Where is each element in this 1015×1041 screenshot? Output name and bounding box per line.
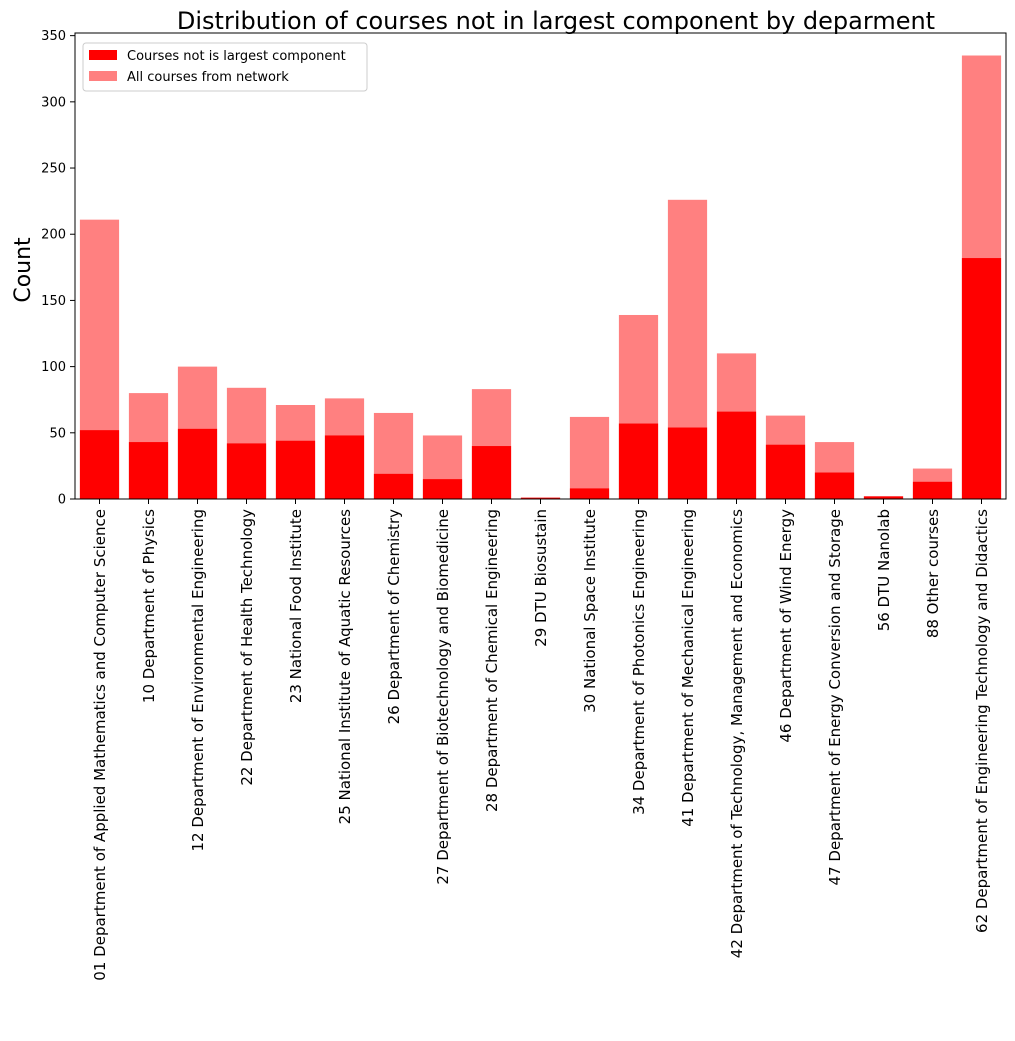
bar-all-courses [569, 416, 610, 499]
x-tick-label: 01 Department of Applied Mathematics and… [91, 509, 109, 981]
bar-not-largest [177, 428, 218, 499]
x-tick-label: 28 Department of Chemical Engineering [483, 509, 501, 812]
x-tick-label: 88 Other courses [924, 509, 942, 638]
x-tick-label: 10 Department of Physics [140, 509, 158, 703]
x-axis-ticks: 01 Department of Applied Mathematics and… [91, 499, 991, 981]
x-tick-label: 41 Department of Mechanical Engineering [679, 509, 697, 827]
x-tick-label: 34 Department of Photonics Engineering [630, 509, 648, 815]
bar-group-all-courses [79, 55, 1002, 500]
bar-not-largest [667, 427, 708, 499]
legend: Courses not is largest component All cou… [82, 42, 368, 92]
y-tick-label: 50 [49, 426, 66, 441]
bar-not-largest [569, 488, 610, 499]
y-tick-label: 350 [41, 29, 66, 44]
bar-not-largest [226, 443, 267, 499]
y-tick-label: 250 [41, 162, 66, 177]
legend-swatch-all-courses [89, 71, 117, 81]
x-tick-label: 12 Department of Environmental Engineeri… [189, 509, 207, 852]
bar-not-largest [275, 440, 316, 499]
x-tick-label: 30 National Space Institute [581, 509, 599, 713]
bar-not-largest [912, 481, 953, 499]
x-tick-label: 25 National Institute of Aquatic Resourc… [336, 509, 354, 824]
chart-title: Distribution of courses not in largest c… [177, 7, 935, 35]
y-tick-label: 100 [41, 360, 66, 375]
bar-not-largest [79, 430, 120, 499]
y-tick-label: 300 [41, 95, 66, 110]
x-tick-label: 27 Department of Biotechnology and Biome… [434, 509, 452, 885]
x-tick-label: 26 Department of Chemistry [385, 509, 403, 724]
x-tick-label: 29 DTU Biosustain [532, 509, 550, 647]
bar-not-largest [765, 444, 806, 499]
y-tick-label: 0 [58, 493, 66, 508]
x-tick-label: 47 Department of Energy Conversion and S… [826, 509, 844, 885]
x-tick-label: 46 Department of Wind Energy [777, 509, 795, 743]
bar-not-largest [716, 411, 757, 499]
plot-frame [74, 32, 1007, 500]
bar-not-largest [324, 435, 365, 499]
bar-not-largest [618, 423, 659, 499]
legend-swatch-not-largest [89, 50, 117, 60]
bar-not-largest [471, 446, 512, 499]
x-tick-label: 56 DTU Nanolab [875, 509, 893, 631]
bar-not-largest [520, 497, 561, 499]
legend-label-all-courses: All courses from network [127, 70, 289, 85]
y-axis-ticks: 0 50 100 150 200 250 300 350 [41, 29, 75, 508]
bar-not-largest [373, 473, 414, 499]
y-axis-label: Count [11, 237, 36, 303]
x-tick-label: 62 Department of Engineering Technology … [973, 509, 991, 933]
bar-not-largest [814, 472, 855, 499]
x-tick-label: 23 National Food Institute [287, 509, 305, 703]
x-tick-label: 42 Department of Technology, Management … [728, 509, 746, 958]
legend-label-not-largest: Courses not is largest component [127, 49, 346, 64]
bar-not-largest [961, 258, 1002, 499]
bar-not-largest [422, 479, 463, 499]
y-tick-label: 200 [41, 228, 66, 243]
bar-group-not-largest [79, 258, 1002, 499]
legend-frame [82, 42, 368, 92]
bar-not-largest [863, 496, 904, 499]
bar-not-largest [128, 442, 169, 499]
x-tick-label: 22 Department of Health Technology [238, 509, 256, 786]
y-tick-label: 150 [41, 294, 66, 309]
